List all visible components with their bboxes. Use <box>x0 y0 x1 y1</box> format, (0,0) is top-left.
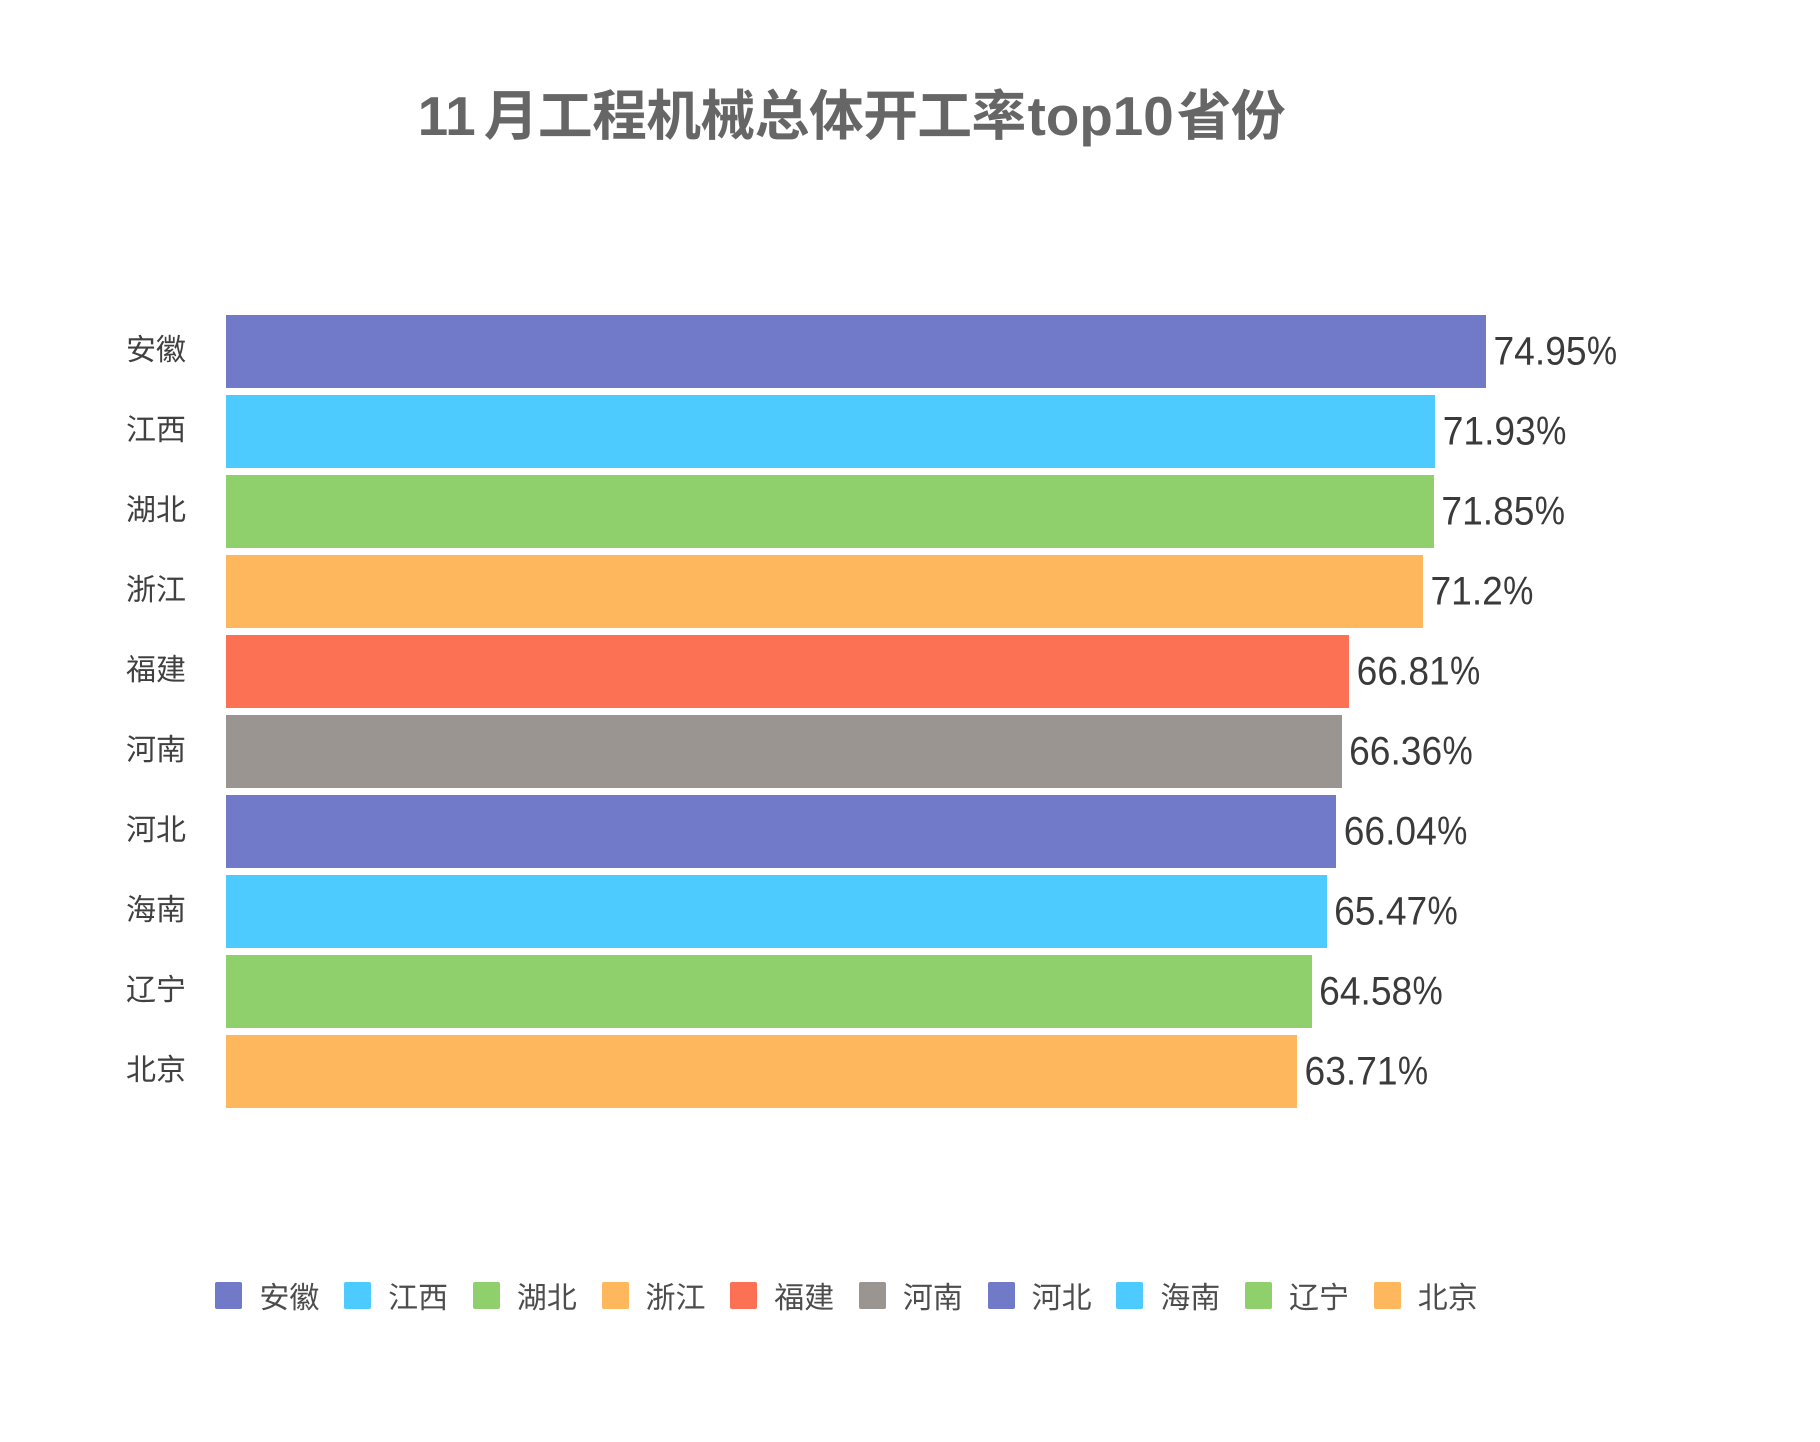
svg-text:66.81: 66.81 <box>1357 649 1450 694</box>
svg-text:%: % <box>1437 808 1467 853</box>
svg-text:71.93: 71.93 <box>1443 409 1536 454</box>
svg-text:74.95: 74.95 <box>1494 329 1587 374</box>
svg-text:71.85: 71.85 <box>1441 489 1534 534</box>
svg-text:%: % <box>1536 408 1566 453</box>
svg-text:11: 11 <box>418 85 476 147</box>
svg-text:%: % <box>1587 328 1617 373</box>
svg-text:%: % <box>1398 1048 1428 1093</box>
svg-text:%: % <box>1428 888 1458 933</box>
svg-text:%: % <box>1450 648 1480 693</box>
svg-text:%: % <box>1535 488 1565 533</box>
svg-text:66.36: 66.36 <box>1349 729 1442 774</box>
svg-text:%: % <box>1413 968 1443 1013</box>
svg-text:64.58: 64.58 <box>1319 969 1412 1014</box>
svg-text:%: % <box>1442 728 1472 773</box>
svg-text:65.47: 65.47 <box>1334 889 1427 934</box>
svg-text:66.04: 66.04 <box>1344 809 1437 854</box>
svg-text:71.2: 71.2 <box>1430 569 1502 614</box>
svg-text:63.71: 63.71 <box>1305 1049 1398 1094</box>
svg-text:%: % <box>1503 568 1533 613</box>
svg-text:top10: top10 <box>1028 85 1174 147</box>
